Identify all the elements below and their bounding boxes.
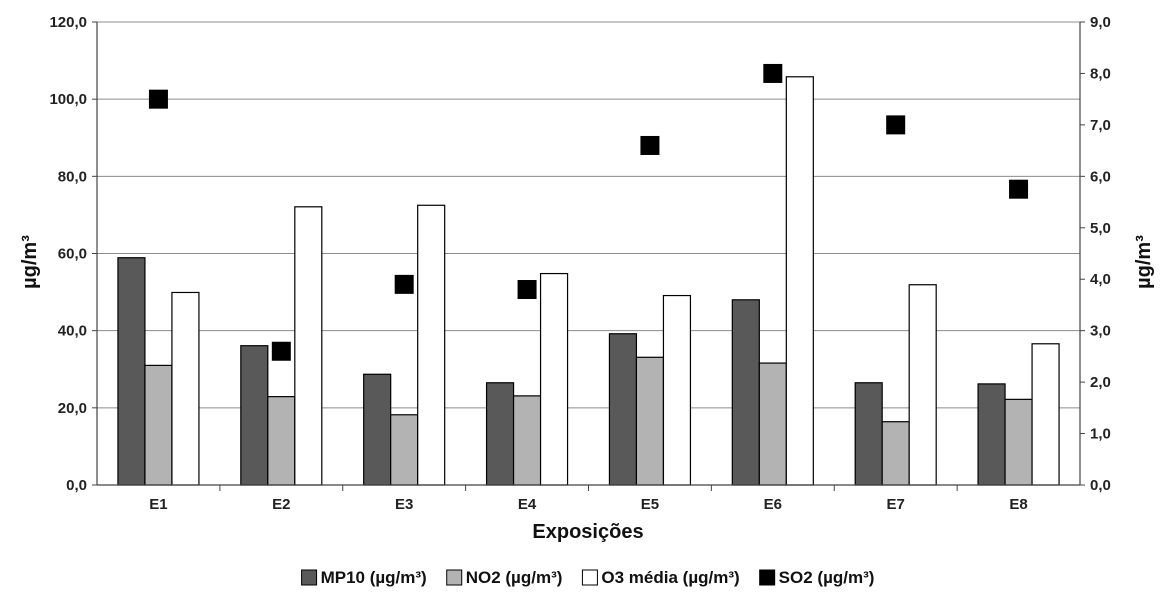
y2-tick-label: 8,0 [1090,65,1111,82]
so2-marker [271,341,291,361]
y2-tick-label: 0,0 [1090,477,1111,494]
legend: MP10 (µg/m³) NO2 (µg/m³) O3 média (µg/m³) S… [301,568,875,587]
y-tick-label: 80,0 [58,168,87,185]
bar [485,382,515,486]
so2-marker [640,135,660,155]
x-axis-title: Exposições [532,521,643,543]
y-tick-label: 20,0 [58,400,87,417]
legend-swatch [301,569,318,586]
y2-tick-label: 5,0 [1090,220,1111,237]
bar [144,364,173,486]
legend-swatch [581,569,598,586]
so2-marker [517,280,537,300]
x-tick-label: E2 [272,496,290,513]
bar [662,294,692,486]
y2-tick-label: 7,0 [1090,117,1111,134]
legend-label: MP10 (µg/m³) [321,568,427,587]
bar [1031,343,1060,486]
bar [1004,398,1033,486]
y-tick-label: 0,0 [66,477,87,494]
legend-item: O3 média (µg/m³) [581,568,740,587]
x-tick-label: E8 [1009,496,1027,513]
so2-marker [886,115,906,135]
x-tick-label: E6 [764,496,782,513]
y2-tick-label: 4,0 [1090,271,1111,288]
y-axis-title: µg/m³ [19,235,41,289]
y-tick-label: 100,0 [49,91,87,108]
x-tick-label: E7 [887,496,905,513]
legend-label: NO2 (µg/m³) [466,568,563,587]
bar [758,362,787,486]
y2-tick-label: 6,0 [1090,168,1111,185]
y-tick-label: 120,0 [49,14,87,31]
bar [117,257,146,486]
so2-marker [148,89,168,109]
y2-axis-title: µg/m³ [1133,235,1155,289]
bar [363,373,392,486]
x-tick-label: E4 [518,496,537,513]
legend-swatch [446,569,463,586]
x-tick-label: E1 [149,496,167,513]
bar [977,383,1006,486]
y-tick-label: 40,0 [58,323,87,340]
so2-marker [394,274,414,294]
x-tick-label: E5 [641,496,659,513]
y2-tick-label: 1,0 [1090,426,1111,443]
bar [294,206,323,486]
bar [539,272,569,486]
bar [417,204,446,486]
legend-label: SO2 (µg/m³) [779,568,875,587]
bar [635,356,665,486]
so2-marker [1009,179,1029,199]
legend-item: MP10 (µg/m³) [301,568,427,587]
bar [785,76,814,486]
axes [92,21,1085,491]
bar [512,395,542,486]
y2-tick-label: 3,0 [1090,323,1111,340]
bars [117,76,1060,486]
bar [267,396,296,486]
bar [390,414,419,486]
bar [731,299,760,486]
x-tick-label: E3 [395,496,413,513]
bar [908,284,937,486]
bar [608,333,638,486]
so2-marker [763,63,783,83]
tick-labels: 0,0 20,0 40,0 60,0 80,0 100,0 120,0 0,0 1,0 2,0 3,… [49,14,1110,513]
legend-item: NO2 (µg/m³) [446,568,563,587]
y2-tick-label: 2,0 [1090,374,1111,391]
y2-tick-label: 9,0 [1090,14,1111,31]
legend-label: O3 média (µg/m³) [601,568,739,587]
legend-swatch [759,569,776,586]
legend-item: SO2 (µg/m³) [759,568,875,587]
y-tick-label: 60,0 [58,246,87,263]
bar [854,382,883,486]
so2-markers [148,63,1029,361]
bar [881,421,910,486]
bar [171,291,200,486]
bar [240,345,269,486]
